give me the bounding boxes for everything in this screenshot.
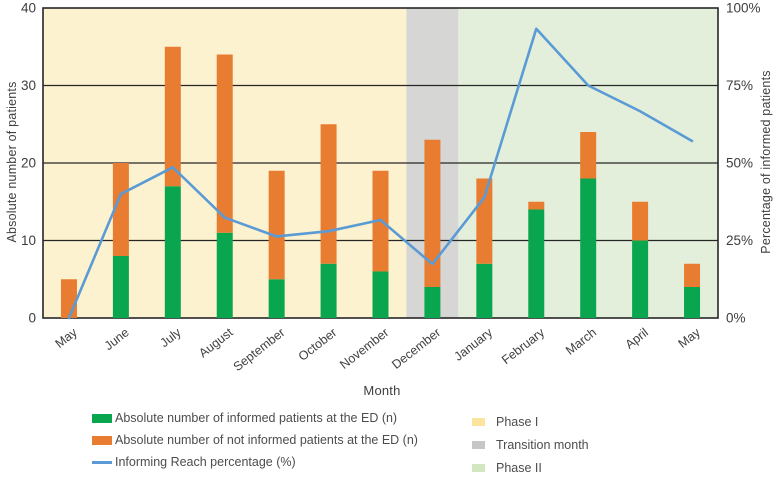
phase-2-swatch-icon	[472, 464, 485, 472]
legend-item-label: Phase II	[496, 461, 542, 475]
x-tick-label-september-4: September	[231, 325, 288, 374]
x-axis-title: Month	[363, 383, 401, 398]
x-tick-label-november-6: November	[337, 325, 391, 372]
legend-item-reach-line: Informing Reach percentage (%)	[92, 455, 418, 469]
legend-item-phase-1: Phase I	[472, 415, 589, 429]
bar-not-informed-may-0	[60, 279, 77, 318]
bar-informed-may-12	[684, 287, 701, 318]
x-tick-label-april-11: April	[623, 325, 651, 351]
transition-month-swatch-icon	[472, 441, 485, 449]
y-right-tick-label: 50%	[726, 156, 753, 171]
bar-informed-february-9	[528, 209, 545, 318]
phase-legend: Phase I Transition month Phase II	[472, 415, 589, 475]
legend-item-label: Informing Reach percentage (%)	[115, 455, 296, 469]
legend-item-transition-month: Transition month	[472, 438, 589, 452]
y-axis-right-title: Percentage of informed patients	[759, 70, 773, 254]
x-tick-label-october-5: October	[296, 325, 340, 363]
bar-informed-december-7	[424, 287, 441, 318]
bar-not-informed-may-12	[684, 263, 701, 287]
legend-item-label: Transition month	[496, 438, 589, 452]
legend-item-label: Absolute number of informed patients at …	[115, 411, 398, 425]
y-left-tick-label: 20	[21, 156, 36, 171]
bar-not-informed-june-1	[112, 163, 129, 256]
y-axis-left-title: Absolute number of patients	[5, 81, 19, 243]
y-left-tick-label: 40	[21, 1, 36, 16]
y-left-tick-label: 10	[21, 233, 36, 248]
bar-not-informed-september-4	[268, 170, 285, 280]
bar-informed-april-11	[632, 240, 649, 318]
series-legend: Absolute number of informed patients at …	[92, 411, 418, 469]
legend-item-phase-2: Phase II	[472, 461, 589, 475]
bar-not-informed-april-11	[632, 201, 649, 241]
legend-item-not-informed: Absolute number of not informed patients…	[92, 433, 418, 447]
bar-informed-september-4	[268, 279, 285, 318]
y-right-tick-label: 25%	[726, 233, 753, 248]
x-tick-label-january-8: January	[452, 325, 496, 364]
y-left-tick-label: 30	[21, 78, 36, 93]
bar-not-informed-march-10	[580, 132, 597, 179]
bar-not-informed-february-9	[528, 201, 545, 210]
y-left-tick-label: 0	[28, 311, 36, 326]
bar-not-informed-july-2	[164, 46, 181, 187]
legend-item-label: Absolute number of not informed patients…	[115, 433, 418, 447]
bar-not-informed-december-7	[424, 139, 441, 287]
legend-item-label: Phase I	[496, 415, 539, 429]
x-tick-label-may-0: May	[53, 325, 81, 351]
bar-informed-october-5	[320, 263, 337, 318]
x-tick-label-july-2: July	[158, 325, 185, 350]
y-right-tick-label: 75%	[726, 78, 753, 93]
x-tick-label-may-12: May	[676, 325, 704, 351]
x-tick-label-december-7: December	[389, 325, 443, 372]
reach-percentage-line	[67, 27, 694, 320]
bar-informed-march-10	[580, 178, 597, 318]
bar-informed-july-2	[164, 186, 181, 318]
bar-informed-january-8	[476, 263, 493, 318]
x-tick-label-august-3: August	[196, 325, 236, 360]
bar-informed-june-1	[112, 256, 129, 318]
informed-bar-swatch-icon	[92, 413, 112, 423]
bar-not-informed-october-5	[320, 124, 337, 264]
bar-not-informed-january-8	[476, 178, 493, 264]
y-right-tick-label: 100%	[726, 1, 761, 16]
phase-1-swatch-icon	[472, 418, 485, 426]
x-tick-label-june-1: June	[102, 325, 132, 353]
x-tick-label-february-9: February	[499, 325, 548, 367]
bar-informed-august-3	[216, 232, 233, 318]
y-right-tick-label: 0%	[726, 311, 746, 326]
x-tick-label-march-10: March	[563, 325, 599, 357]
legend-item-informed: Absolute number of informed patients at …	[92, 411, 418, 425]
bar-not-informed-august-3	[216, 54, 233, 233]
bar-informed-november-6	[372, 271, 389, 318]
reach-line-swatch-icon	[92, 460, 112, 464]
not-informed-bar-swatch-icon	[92, 435, 112, 445]
